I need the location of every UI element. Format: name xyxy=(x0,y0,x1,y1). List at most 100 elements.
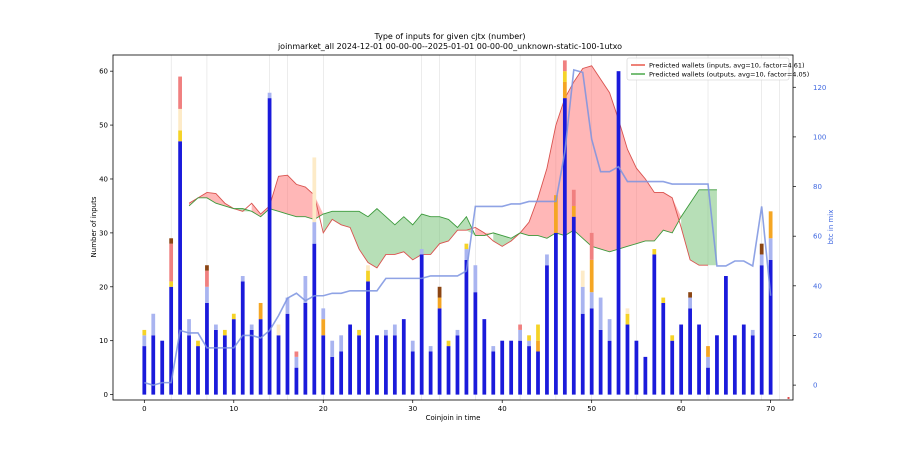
bar-segment xyxy=(625,308,630,314)
bar xyxy=(428,351,433,395)
bar-group xyxy=(321,308,326,395)
bar-segment xyxy=(536,324,540,341)
bar-segment xyxy=(205,286,209,303)
bar-group xyxy=(607,319,612,395)
bar-segment xyxy=(267,92,272,99)
bar xyxy=(750,335,755,395)
y-tick-label: 0 xyxy=(104,391,108,399)
inputs-wallets-band xyxy=(189,192,243,209)
bar-group xyxy=(697,324,701,395)
bar xyxy=(768,259,773,395)
y-tick-label-right: 100 xyxy=(813,133,826,141)
bar-group xyxy=(643,356,648,395)
bar xyxy=(625,324,630,395)
y-tick-label: 60 xyxy=(99,68,108,76)
bar xyxy=(491,351,496,395)
bar-group xyxy=(732,335,737,395)
bar xyxy=(222,335,227,395)
bar xyxy=(384,335,388,395)
bar-group xyxy=(285,297,290,395)
bar-segment xyxy=(598,297,603,330)
bar-segment xyxy=(321,319,326,336)
bar-group xyxy=(357,329,361,395)
bar-segment xyxy=(455,329,460,336)
legend-box xyxy=(626,57,790,81)
x-tick-label: 20 xyxy=(319,405,328,413)
bar-segment xyxy=(759,243,764,255)
bar-segment xyxy=(688,297,692,309)
bar-segment xyxy=(706,356,710,368)
bar-segment xyxy=(589,232,594,260)
chart-title: Type of inputs for given cjtx (number) xyxy=(373,32,525,41)
bar xyxy=(312,243,317,395)
bar xyxy=(446,346,451,395)
bar-segment xyxy=(240,276,245,282)
bar xyxy=(258,319,263,395)
x-tick-label: 50 xyxy=(587,405,596,413)
bar-segment xyxy=(607,319,612,341)
bar xyxy=(545,265,549,395)
bar xyxy=(661,302,666,395)
bar xyxy=(706,367,710,395)
bar-group xyxy=(554,195,558,395)
bar-group xyxy=(169,238,174,395)
bar xyxy=(160,340,165,395)
bar-segment xyxy=(571,189,576,206)
bar xyxy=(187,335,191,395)
bar-segment xyxy=(518,329,522,341)
bar-group xyxy=(348,324,352,395)
bar-segment xyxy=(142,329,147,336)
legend: Predicted wallets (inputs, avg=10, facto… xyxy=(626,57,809,81)
bar-segment xyxy=(562,81,567,99)
bar-group xyxy=(670,335,675,395)
bar-segment xyxy=(303,276,308,303)
bar-group xyxy=(679,324,684,395)
bar xyxy=(375,335,379,395)
bar-group xyxy=(536,324,540,395)
bar-segment xyxy=(366,270,370,282)
bar-segment xyxy=(688,292,692,298)
bar-segment xyxy=(527,340,531,347)
bar-group xyxy=(276,324,281,395)
bar-group xyxy=(750,329,755,395)
bar xyxy=(196,346,200,395)
bar-segment xyxy=(285,297,290,314)
bar-segment xyxy=(580,286,585,314)
bar-group xyxy=(160,340,165,395)
y-tick-label: 50 xyxy=(99,122,108,130)
bar-group xyxy=(178,76,182,395)
bar-segment xyxy=(169,243,174,282)
bar-group xyxy=(509,340,514,395)
bar-group xyxy=(375,335,379,395)
bar-segment xyxy=(222,329,227,336)
bar xyxy=(285,313,290,395)
bar-group xyxy=(401,319,406,395)
legend-label: Predicted wallets (inputs, avg=10, facto… xyxy=(649,61,805,69)
bar-group xyxy=(214,324,218,395)
y-tick-label: 10 xyxy=(99,337,108,345)
bar-segment xyxy=(706,346,710,357)
bar-segment xyxy=(625,313,630,325)
x-tick-label: 30 xyxy=(408,405,417,413)
bar xyxy=(598,329,603,395)
bar xyxy=(303,302,308,395)
bar-segment xyxy=(366,265,370,271)
bar-group xyxy=(741,324,746,395)
bar-segment xyxy=(589,259,594,293)
plot-frame xyxy=(112,54,794,401)
bar-group xyxy=(419,249,424,395)
bar-group xyxy=(589,232,594,395)
x-axis-label: Coinjoin in time xyxy=(426,414,481,422)
bar xyxy=(366,281,370,395)
bar-group xyxy=(625,308,630,395)
inputs-wallets-band xyxy=(520,65,682,252)
bar-segment xyxy=(518,324,522,330)
y-tick-label-right: 120 xyxy=(813,84,826,92)
bar xyxy=(634,340,639,395)
bar xyxy=(231,319,236,395)
bar-group xyxy=(527,335,531,395)
y-tick-label: 40 xyxy=(99,175,108,183)
bar-segment xyxy=(750,329,755,336)
bar xyxy=(500,340,505,395)
bar-group xyxy=(580,270,585,395)
